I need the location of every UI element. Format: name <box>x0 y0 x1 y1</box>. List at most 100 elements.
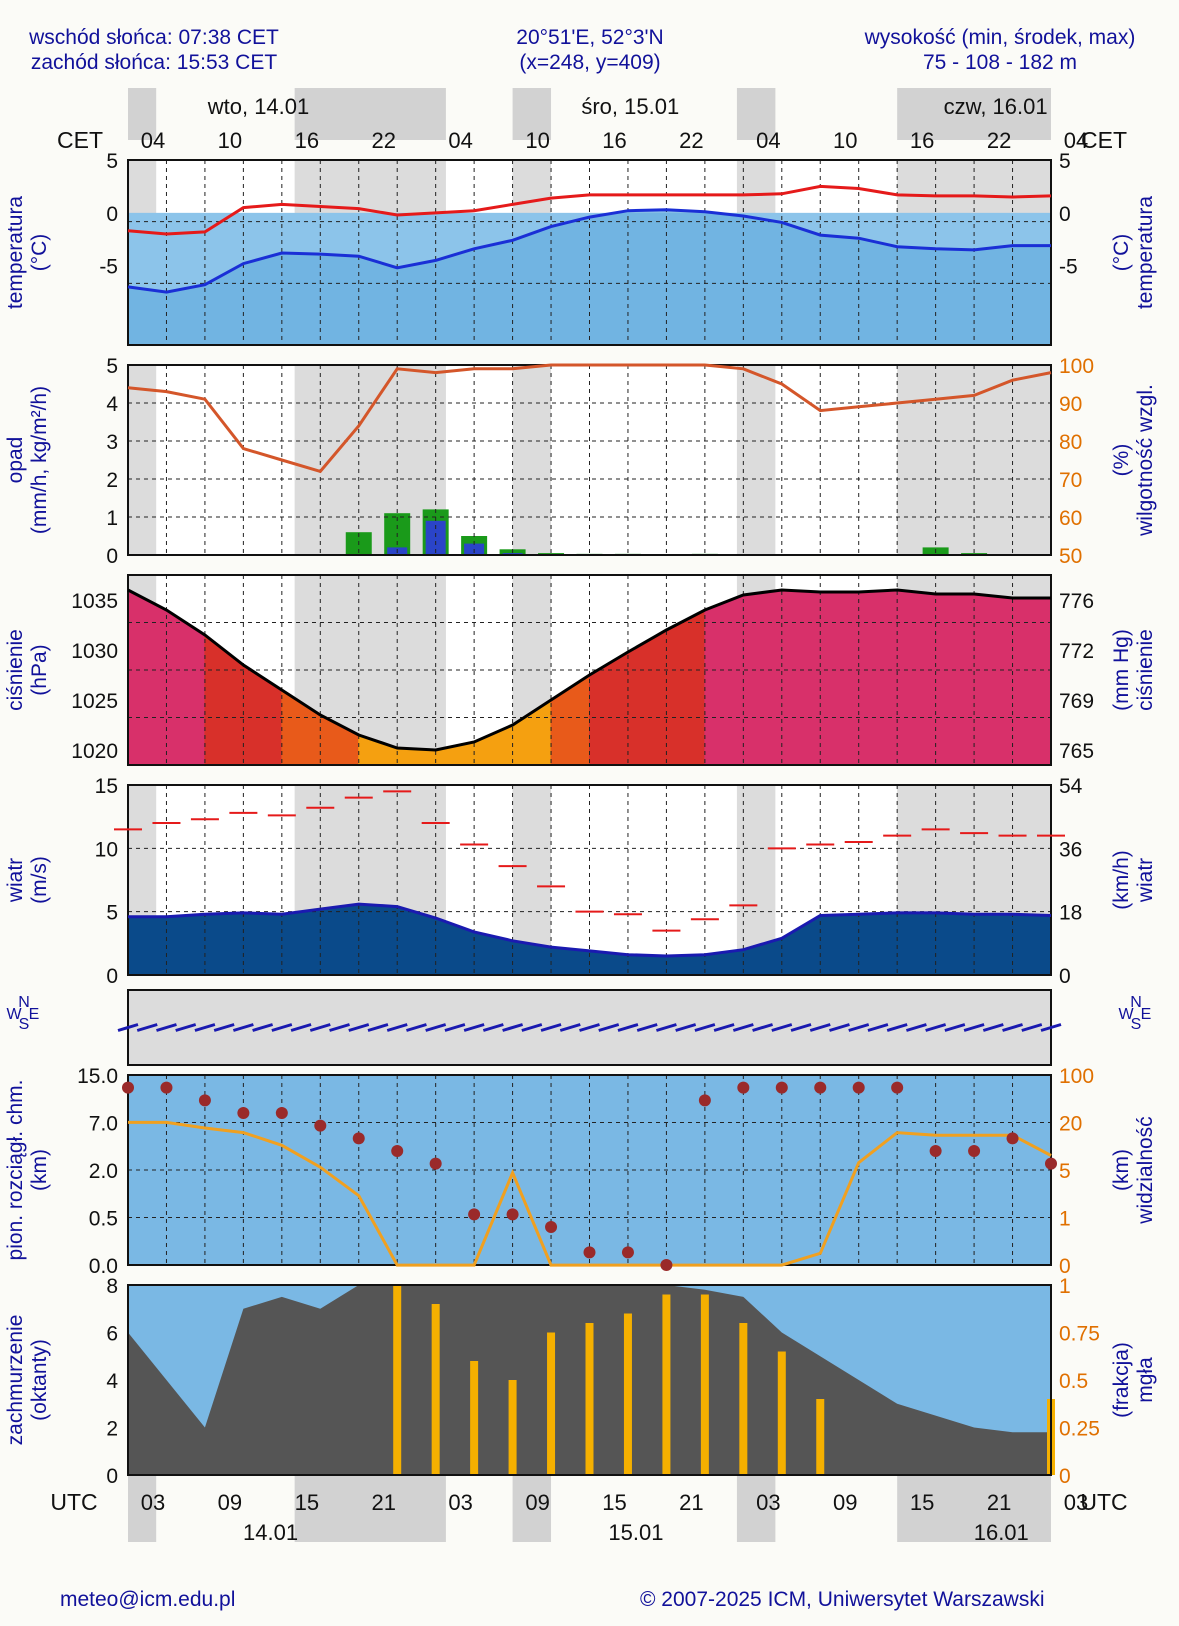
wind-frame <box>127 784 1052 976</box>
visibility-line <box>128 1120 1052 1267</box>
night-band-bottom <box>736 1470 776 1542</box>
wind-arrow <box>329 1023 350 1032</box>
dew-line <box>127 208 1051 294</box>
pressure-tick-left: 1035 <box>71 590 118 613</box>
wind-tick-right: 54 <box>1059 775 1083 798</box>
temp-frame <box>127 159 1052 346</box>
wind-arrow <box>809 1023 831 1032</box>
fog-bar <box>662 1294 671 1475</box>
cet-tick: 04 <box>448 128 472 153</box>
cloud-top-dot <box>160 1081 173 1094</box>
wind-arrow <box>1002 1023 1023 1032</box>
pressure-tick-left: 1025 <box>71 690 118 713</box>
cet-tick: 10 <box>218 128 242 153</box>
grid-text: (x=248, y=409) <box>519 51 661 74</box>
wind-arrow <box>117 1023 139 1032</box>
compass-n: N <box>18 994 30 1011</box>
visibility-tick-right: 100 <box>1059 1065 1094 1088</box>
cloud-top-dot <box>583 1246 596 1259</box>
night-band-top <box>128 88 157 140</box>
wind-label-right-2: wiatr <box>1134 858 1157 903</box>
cloud-top-dot <box>352 1132 365 1145</box>
wind-arrow <box>925 1023 947 1032</box>
wind-arrow <box>1021 1023 1043 1032</box>
utc-tick: 15 <box>910 1490 934 1515</box>
wind-arrow <box>252 1023 274 1032</box>
utc-tick: 09 <box>218 1490 242 1515</box>
wind-arrow <box>156 1023 177 1032</box>
wind-arrow <box>309 1023 331 1032</box>
precip-label-left-2: (mm/h, kg/m²/h) <box>28 386 51 534</box>
fog-bar <box>739 1323 748 1475</box>
temp-tick-right: 5 <box>1059 150 1071 173</box>
cet-tick: 16 <box>602 128 626 153</box>
cloud-top-dot <box>1006 1132 1019 1145</box>
day-label-bottom: 16.01 <box>974 1520 1029 1545</box>
location-info: 20°51'E, 52°3'N (x=248, y=409) <box>460 25 720 75</box>
wind-tick-left: 15 <box>95 775 118 798</box>
cet-label-left: CET <box>57 127 103 153</box>
cloud-top-dot <box>775 1081 788 1094</box>
temp-tick-left: -5 <box>99 256 118 279</box>
wind-arrow <box>444 1023 466 1032</box>
precip-night <box>512 365 552 555</box>
cet-tick: 16 <box>910 128 934 153</box>
cloud-top-dot <box>891 1081 904 1094</box>
footer-email[interactable]: meteo@icm.edu.pl <box>60 1588 236 1611</box>
temp-tick-right: -5 <box>1059 256 1078 279</box>
wind-arrow <box>540 1023 562 1032</box>
wind-arrow <box>905 1023 927 1032</box>
wind-arrow <box>136 1023 158 1032</box>
cloud-label-right-1: (km) <box>1110 1149 1133 1191</box>
visibility-tick-right: 20 <box>1059 1113 1082 1136</box>
cet-label-right: CET <box>1081 127 1127 153</box>
pressure-tick-right: 765 <box>1059 740 1094 763</box>
wind-arrow <box>598 1023 620 1032</box>
humidity-tick-right: 70 <box>1059 469 1082 492</box>
wind-arrow <box>348 1023 370 1032</box>
humidity-tick-right: 100 <box>1059 355 1094 378</box>
wind-arrow <box>675 1023 697 1032</box>
temp-tick-left: 5 <box>106 150 118 173</box>
night-band-top <box>294 88 446 140</box>
cloud-tick-left: 2.0 <box>89 1160 118 1183</box>
fog-tick-right: 0 <box>1059 1465 1071 1488</box>
day-label-bottom: 14.01 <box>243 1520 298 1545</box>
pressure-area <box>781 589 821 766</box>
pressure-area <box>973 593 1014 766</box>
coords-text: 20°51'E, 52°3'N <box>516 26 664 49</box>
wind-arrow <box>482 1023 504 1032</box>
cloud-top-dot <box>660 1259 673 1271</box>
visibility-tick-right: 1 <box>1059 1208 1071 1231</box>
fog-bar <box>623 1313 632 1475</box>
wind-tick-right: 0 <box>1059 965 1071 988</box>
cet-tick: 04 <box>141 128 165 153</box>
fog-bar <box>700 1294 709 1475</box>
wind-tick-left: 0 <box>106 965 118 988</box>
wind-arrow <box>713 1023 735 1032</box>
compass-s: S <box>1131 1016 1142 1033</box>
snow-bar <box>425 520 446 555</box>
wind-arrow <box>232 1023 254 1032</box>
wind-line <box>128 902 1052 958</box>
cloud-top-dot <box>1045 1157 1057 1170</box>
humidity-tick-right: 60 <box>1059 507 1082 530</box>
fog-tick-right: 1 <box>1059 1275 1071 1298</box>
cover-tick-left: 0 <box>106 1465 118 1488</box>
precip-label-right-1: (%) <box>1110 444 1133 477</box>
press-label-left-1: ciśnienie <box>4 629 27 711</box>
press-frame <box>127 574 1052 766</box>
utc-tick: 03 <box>1064 1490 1088 1515</box>
wind-arrow <box>886 1023 908 1032</box>
fog-tick-right: 0.25 <box>1059 1418 1100 1441</box>
fog-tick-right: 0.75 <box>1059 1323 1100 1346</box>
compass-e: E <box>29 1006 40 1023</box>
height-info: wysokość (min, środek, max) 75 - 108 - 1… <box>840 25 1160 75</box>
pressure-area <box>127 589 167 766</box>
pressure-tick-right: 769 <box>1059 690 1094 713</box>
cloud-top-dot <box>122 1081 134 1094</box>
precip-label-left-1: opad <box>4 437 27 484</box>
cloud-top-dot <box>814 1081 827 1094</box>
humidity-tick-right: 50 <box>1059 545 1082 568</box>
